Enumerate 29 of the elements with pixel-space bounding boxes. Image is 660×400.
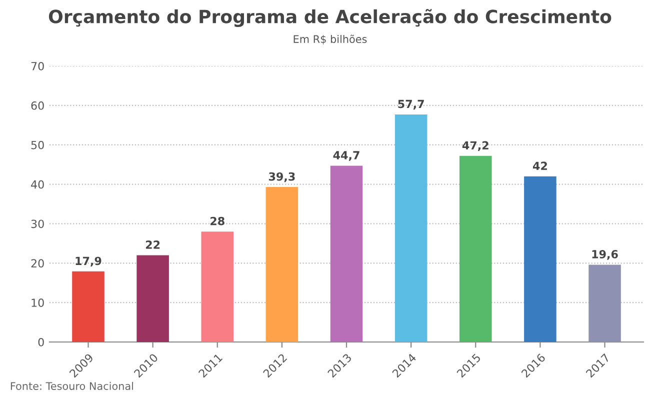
y-tick-label: 60 bbox=[31, 101, 44, 110]
bar bbox=[72, 271, 104, 342]
data-label: 57,7 bbox=[398, 100, 424, 110]
data-label: 39,3 bbox=[268, 172, 295, 182]
chart-subtitle: Em R$ bilhões bbox=[294, 34, 367, 44]
y-tick-label: 20 bbox=[31, 259, 44, 268]
data-label: 47,2 bbox=[462, 141, 488, 151]
bar bbox=[588, 264, 621, 342]
data-label: 22 bbox=[146, 240, 160, 249]
data-label: 19,6 bbox=[592, 250, 618, 260]
bar bbox=[524, 176, 556, 342]
data-label: 17,9 bbox=[76, 256, 102, 267]
chart-title: Orçamento do Programa de Aceleração do Crescimento bbox=[48, 9, 612, 27]
y-tick-label: 40 bbox=[31, 180, 44, 189]
source-note: Fonte: Tesouro Nacional bbox=[10, 382, 134, 390]
bar bbox=[330, 166, 363, 342]
y-tick-label: 0 bbox=[38, 338, 44, 346]
y-tick-label: 70 bbox=[31, 62, 44, 70]
data-label: 42 bbox=[532, 162, 547, 170]
bar bbox=[201, 232, 234, 342]
y-tick-label: 10 bbox=[32, 298, 44, 307]
bar bbox=[459, 156, 492, 342]
bar bbox=[266, 187, 298, 342]
y-tick-label: 50 bbox=[31, 140, 44, 150]
data-label: 44,7 bbox=[333, 151, 360, 161]
y-tick-label: 30 bbox=[31, 220, 44, 228]
bar bbox=[136, 255, 169, 342]
data-label: 28 bbox=[210, 216, 224, 226]
bar bbox=[394, 114, 428, 342]
